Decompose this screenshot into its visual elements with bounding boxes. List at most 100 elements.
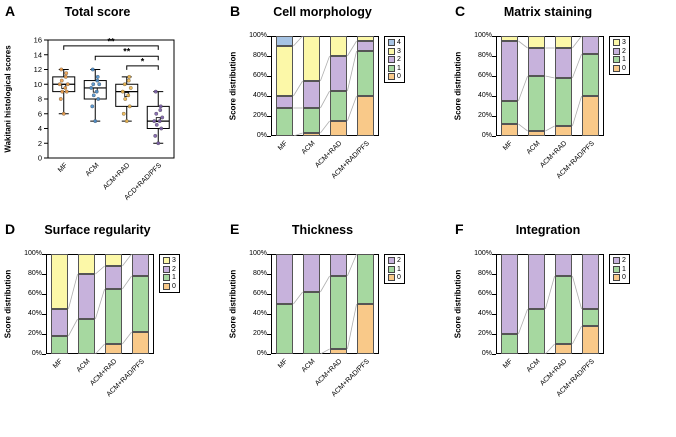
y-tick <box>267 313 271 315</box>
legend-swatch <box>388 73 395 80</box>
y-tick <box>42 253 46 255</box>
legend-label: 0 <box>622 274 626 281</box>
stacked-bar-cell-morphology: 0% 20% 40% 60% 80% 100% MF ACM ACM+RAD ACM+RAD/PF… <box>225 26 450 218</box>
y-tick-label: 2 <box>38 139 42 148</box>
bar-segment-score-0 <box>356 304 375 354</box>
panel-letter-a: A <box>5 3 16 19</box>
stacked-bar-thickness: 0% 20% 40% 60% 80% 100% MF ACM ACM+RAD ACM+RAD/PF… <box>225 244 450 437</box>
y-tick-label: 100% <box>474 249 492 257</box>
y-tick <box>492 115 496 117</box>
y-tick <box>42 333 46 335</box>
y-tick-label: 60% <box>477 71 492 79</box>
legend-item: 0 <box>388 73 401 80</box>
bar-segment-score-1 <box>302 292 321 354</box>
legend-swatch <box>613 47 620 55</box>
y-axis-label: Score distribution <box>228 51 238 121</box>
bar-segment-score-3 <box>77 254 96 274</box>
data-point <box>121 111 126 116</box>
y-axis-label: Score distribution <box>228 269 238 339</box>
legend-swatch <box>388 56 395 63</box>
legend-label: 3 <box>622 39 626 46</box>
legend-item: 2 <box>613 47 626 55</box>
plot-frame <box>47 39 175 159</box>
bar-segment-score-2 <box>302 81 321 108</box>
y-tick <box>267 35 271 37</box>
connector-line <box>347 95 357 122</box>
data-point <box>128 86 133 90</box>
legend-item: 1 <box>163 274 176 281</box>
bar-segment-score-2 <box>302 254 321 292</box>
boxplot-total-score: 0 2 4 6 8 10 12 14 16 ** ** * MF ACM ACM+RAD ACD+RAD/PF… <box>0 26 225 218</box>
bar-segment-score-2 <box>275 254 294 304</box>
y-tick-label: 14 <box>34 50 42 59</box>
bar-segment-score-3 <box>356 36 375 41</box>
bar-segment-score-0 <box>500 124 519 136</box>
bar-segment-score-2 <box>329 56 348 91</box>
bar-segment-score-0 <box>104 344 123 354</box>
connector-line <box>320 275 330 293</box>
connector-line <box>347 303 357 350</box>
legend-swatch <box>613 64 620 72</box>
bar-segment-score-3 <box>554 36 573 48</box>
bar-segment-score-3 <box>500 36 519 41</box>
panel-a: A Total score 0 2 4 6 8 10 12 14 16 ** ** * MF ACM ACM… <box>0 0 225 218</box>
panel-letter-b: B <box>230 3 241 19</box>
y-tick-label: 60% <box>27 289 42 297</box>
bar-segment-score-3 <box>302 36 321 81</box>
data-point <box>124 119 129 123</box>
data-point <box>126 93 131 98</box>
connector-line <box>347 40 357 57</box>
bar-segment-score-1 <box>527 76 546 131</box>
x-tick-label: MF <box>277 140 290 153</box>
legend-swatch <box>163 274 170 281</box>
y-tick-label: 40% <box>477 309 492 317</box>
data-point <box>96 97 101 101</box>
legend-label: 0 <box>622 64 626 72</box>
legend-label: 2 <box>622 257 626 264</box>
y-tick <box>492 35 496 37</box>
panel-letter-e: E <box>230 221 240 237</box>
bar-segment-score-0 <box>356 96 375 136</box>
data-point <box>57 82 62 87</box>
data-point <box>65 82 70 87</box>
bar-segment-score-1 <box>500 334 519 354</box>
y-tick-label: 80% <box>477 51 492 59</box>
significance-label: * <box>141 56 145 66</box>
bar-segment-score-2 <box>50 309 69 336</box>
bar-segment-score-4 <box>275 36 294 46</box>
legend-item: 2 <box>388 257 401 264</box>
y-tick-label: 8 <box>38 95 42 104</box>
y-tick-label: 100% <box>24 249 42 257</box>
data-point <box>91 93 96 98</box>
legend-swatch <box>388 274 395 281</box>
bar-segment-score-2 <box>356 41 375 51</box>
connector-line <box>545 275 555 310</box>
y-tick <box>492 95 496 97</box>
legend-label: 2 <box>397 56 401 63</box>
connector-line <box>122 275 132 290</box>
bar-segment-score-1 <box>581 54 600 96</box>
x-tick-label: ACM+RAD <box>314 358 344 388</box>
y-tick-label: 0% <box>256 349 267 357</box>
y-tick-label: 12 <box>34 65 42 74</box>
panel-title-a: Total score <box>64 5 131 19</box>
bar-segment-score-1 <box>329 91 348 121</box>
y-tick <box>492 273 496 275</box>
bar-segment-score-3 <box>527 36 546 48</box>
bar-segment-score-2 <box>581 254 600 309</box>
data-point <box>95 75 100 79</box>
connector-line <box>320 90 330 109</box>
data-point <box>127 75 132 79</box>
bar-segment-score-2 <box>275 96 294 108</box>
connector-line <box>572 95 582 127</box>
legend-swatch <box>388 39 395 46</box>
legend-label: 0 <box>397 274 401 281</box>
x-tick-label: ACM <box>300 140 317 156</box>
y-tick-label: 100% <box>249 31 267 39</box>
bar-segment-score-2 <box>527 48 546 76</box>
bar-segment-score-0 <box>329 121 348 136</box>
y-tick-label: 0% <box>481 349 492 357</box>
panel-title-e: Thickness <box>291 223 354 237</box>
